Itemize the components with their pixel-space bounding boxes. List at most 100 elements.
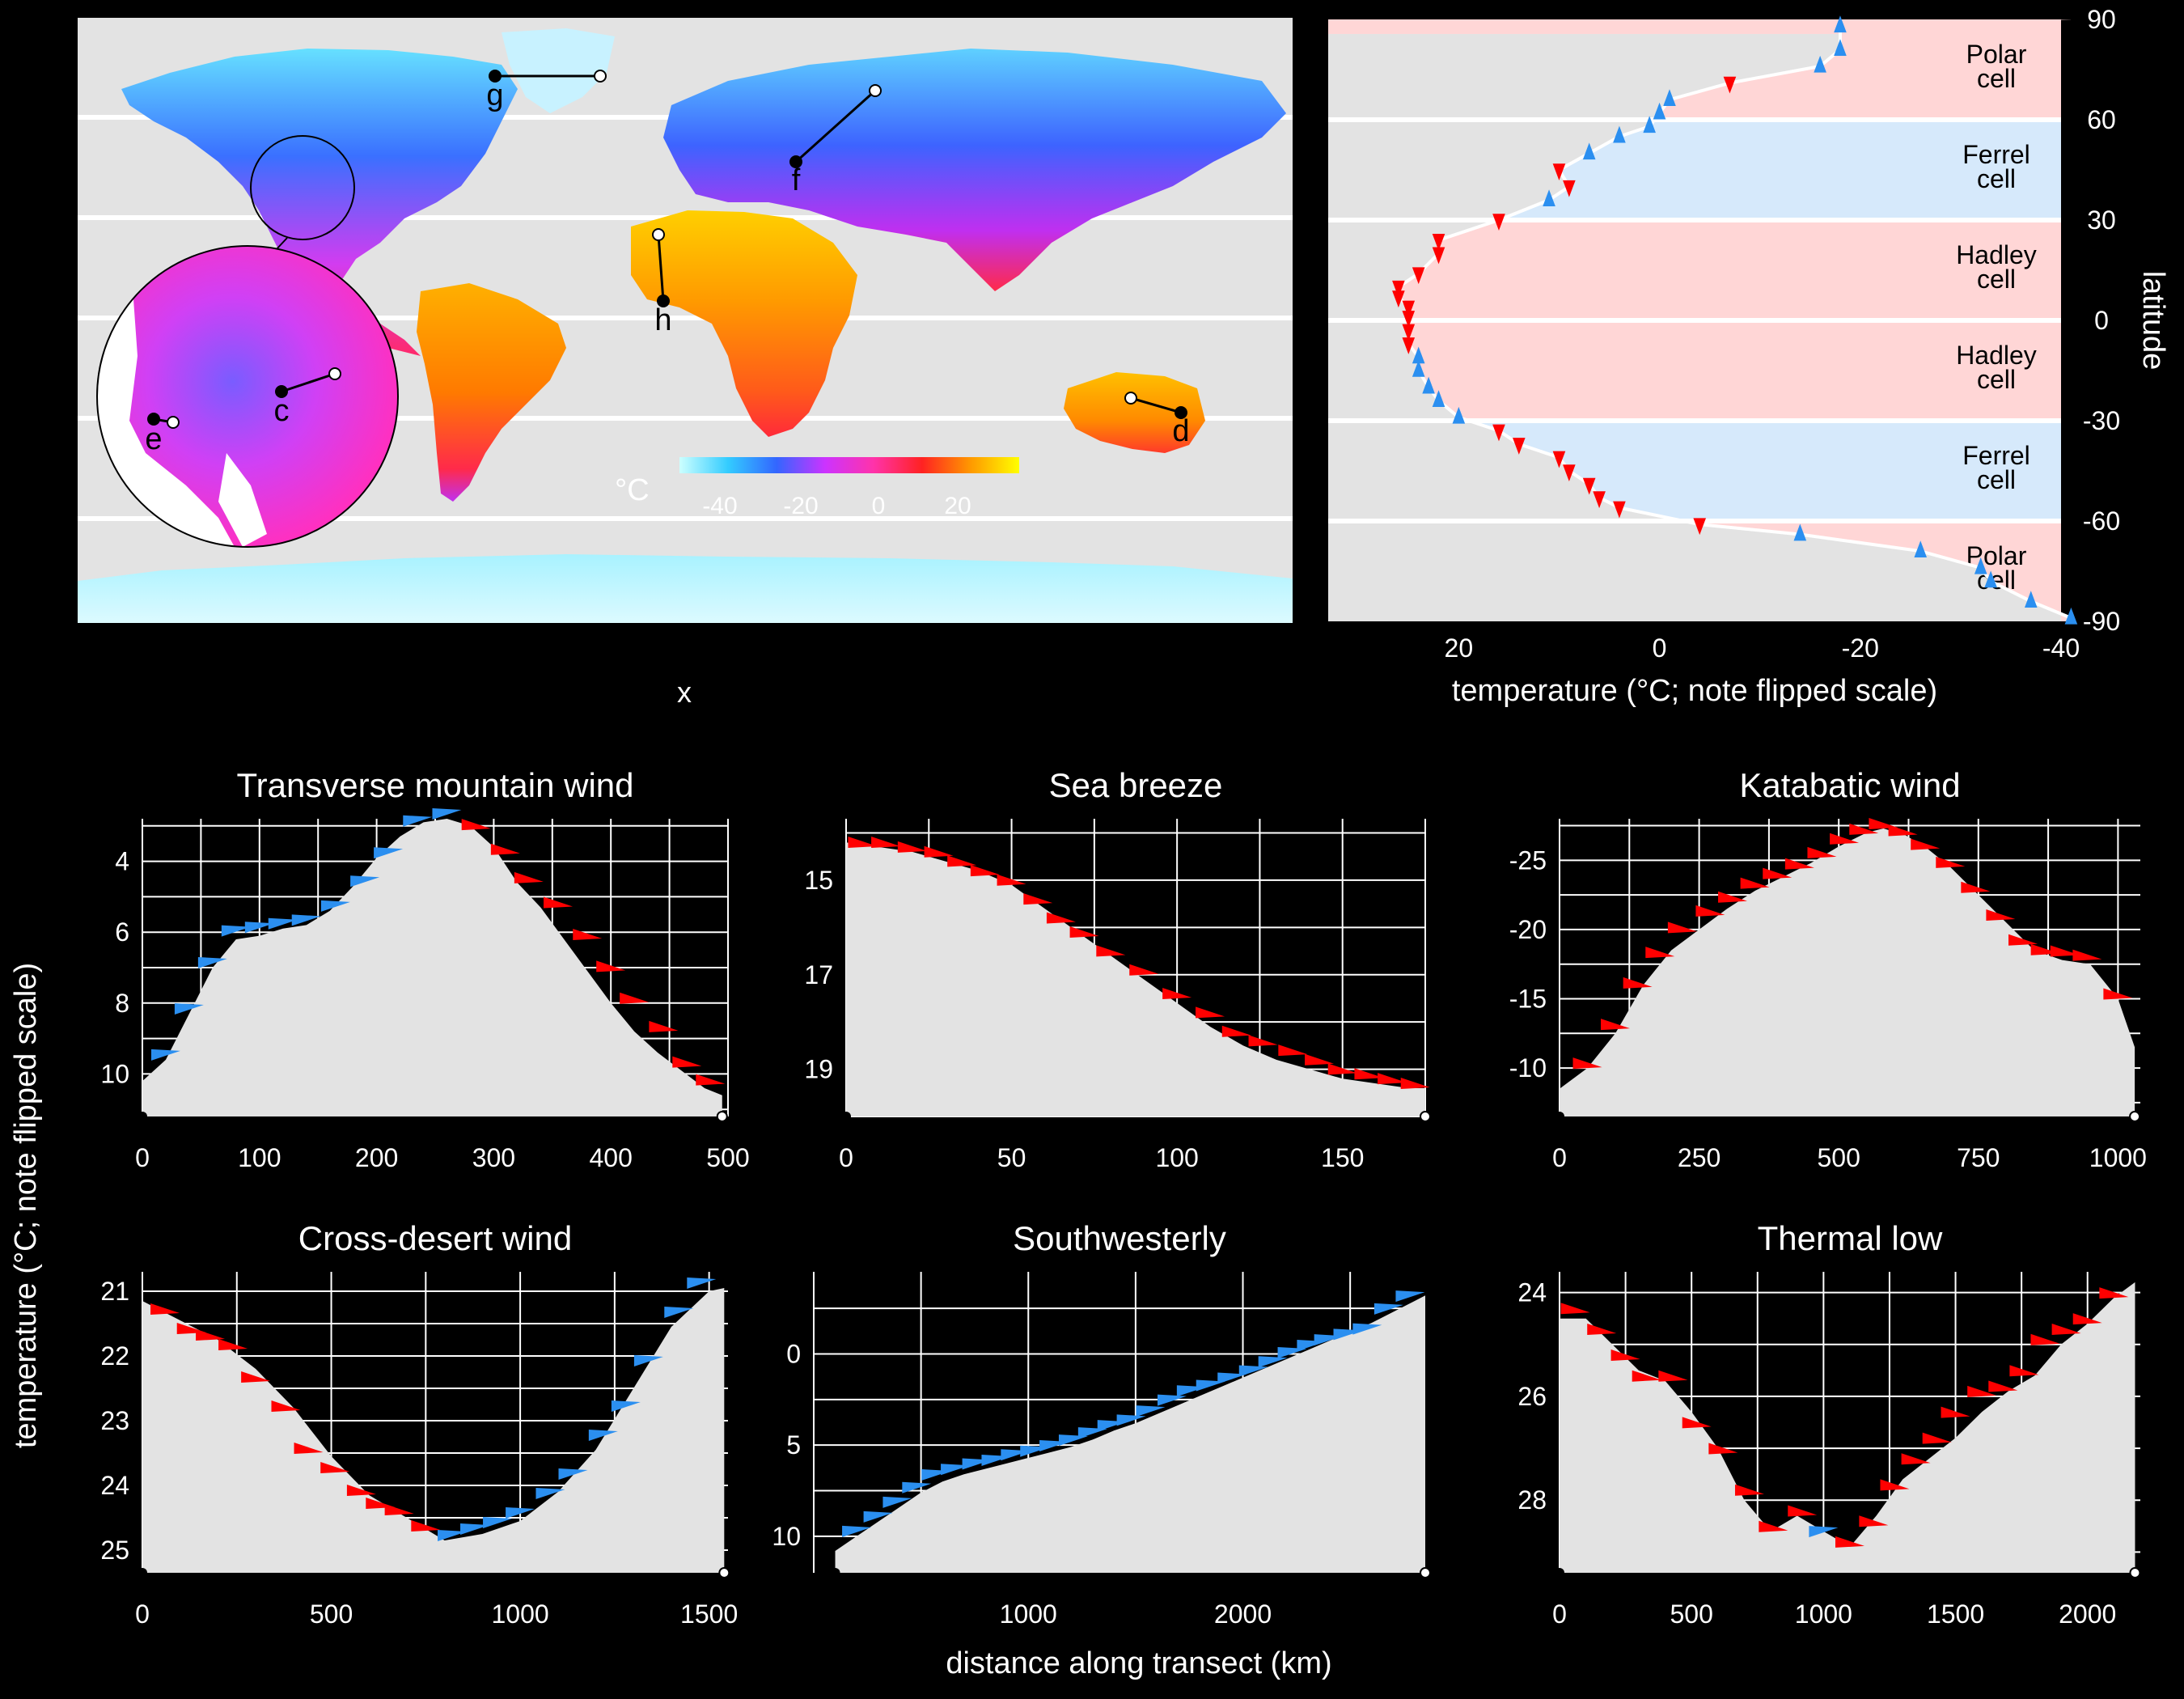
zoom-inset — [96, 135, 399, 548]
legend-unit: °C — [615, 473, 650, 507]
wind-marker — [924, 845, 954, 858]
wind-marker — [696, 1074, 726, 1086]
wind-direction-marker — [1974, 557, 1987, 574]
latitude-temperature-panel: Polar cell Ferrel cell Hadley cell Hadley cell F… — [1328, 5, 2170, 708]
panel-title: Sea breeze — [1049, 766, 1223, 804]
wind-marker — [346, 1485, 376, 1496]
wind-marker — [672, 1056, 702, 1068]
wind-marker — [1327, 1063, 1357, 1075]
wind-marker — [1901, 1453, 1931, 1465]
greenland — [502, 28, 615, 113]
wind-direction-marker — [1984, 570, 1997, 588]
latitude-x-tick: -40 — [2042, 633, 2080, 663]
legend-tick-label: -20 — [783, 493, 818, 519]
wind-marker — [1830, 833, 1860, 845]
transect-label: c — [274, 394, 290, 428]
wind-marker — [1610, 1349, 1640, 1362]
wind-direction-marker — [1402, 337, 1416, 354]
wind-marker — [687, 1277, 717, 1289]
wind-marker — [997, 874, 1026, 886]
wind-marker — [403, 815, 433, 827]
x-tick-label: 1000 — [2089, 1143, 2147, 1172]
wind-marker — [1807, 846, 1837, 858]
x-tick-label: 100 — [1155, 1143, 1198, 1172]
zoom-circle — [96, 245, 399, 548]
transect-panel: Transverse mountain wind 0 100 200 300 400 500… — [100, 766, 749, 1172]
wind-marker — [150, 1049, 180, 1061]
wind-marker — [649, 1020, 679, 1032]
transect-line — [657, 234, 665, 302]
latitude-y-tick: 0 — [2094, 306, 2109, 335]
wind-marker — [1373, 1303, 1403, 1315]
transect-start-point — [1175, 406, 1187, 419]
wind-direction-marker — [2064, 607, 2078, 625]
wind-direction-marker — [1392, 290, 1405, 308]
wind-direction-marker — [1402, 311, 1416, 328]
wind-direction-marker — [1834, 15, 1847, 33]
x-tick-label: 1000 — [1795, 1599, 1852, 1629]
wind-marker — [633, 1355, 663, 1366]
wind-marker — [514, 871, 544, 883]
wind-marker — [1400, 1077, 1430, 1089]
wind-marker — [863, 1510, 893, 1523]
wind-marker — [1623, 977, 1653, 989]
latitude-y-tick: -90 — [2083, 607, 2120, 636]
wind-marker — [611, 1400, 641, 1412]
latitude-y-tick: 30 — [2087, 205, 2116, 235]
x-tick-label: 100 — [238, 1143, 281, 1172]
latitude-x-tick: -20 — [1842, 633, 1879, 663]
transect-line — [1130, 396, 1182, 414]
wind-marker — [1936, 856, 1966, 868]
wind-marker — [902, 1481, 932, 1494]
wind-marker — [384, 1504, 414, 1515]
wind-direction-marker — [1914, 540, 1928, 557]
wind-marker — [438, 1530, 468, 1541]
cell-label: Polar cell — [1966, 40, 2027, 93]
wind-marker — [1378, 1073, 1407, 1085]
x-tick-label: 0 — [1552, 1143, 1567, 1172]
cell-band — [1468, 421, 2061, 521]
world-temperature-map: g f h d c e °C -40 -20 0 20 x — [78, 18, 1293, 709]
wind-marker — [271, 1400, 301, 1412]
wind-direction-marker — [1452, 406, 1466, 424]
latitude-x-tick: 0 — [1653, 633, 1667, 663]
wind-marker — [2050, 945, 2080, 957]
transect-start-point — [275, 385, 288, 398]
wind-direction-marker — [1513, 438, 1526, 455]
wind-marker — [573, 928, 603, 940]
wind-marker — [1809, 1526, 1839, 1538]
y-tick-label: 28 — [1517, 1485, 1547, 1515]
transect-start-dot — [138, 1568, 147, 1578]
wind-marker — [483, 1517, 513, 1528]
x-tick-label: 200 — [355, 1143, 398, 1172]
wind-marker — [1941, 1406, 1970, 1418]
wind-marker — [1352, 1323, 1382, 1335]
wind-marker — [970, 865, 1000, 877]
x-tick-label: 0 — [135, 1143, 150, 1172]
wind-marker — [1632, 1370, 1661, 1382]
transect-end-point — [594, 70, 607, 83]
x-tick-label: 0 — [1552, 1599, 1567, 1629]
eurasia — [663, 49, 1286, 291]
cell-label: Ferrel cell — [1962, 140, 2030, 193]
latitude-y-label: latitude — [2136, 271, 2170, 371]
wind-marker — [1682, 1417, 1712, 1429]
wind-marker — [2103, 988, 2133, 1000]
wind-direction-marker — [1432, 390, 1445, 407]
wind-direction-marker — [1613, 125, 1626, 143]
wind-direction-marker — [1593, 491, 1606, 509]
x-tick-label: 750 — [1957, 1143, 2000, 1172]
cell-band — [1498, 120, 2061, 220]
wind-marker — [2051, 1323, 2081, 1335]
wind-marker — [1196, 1006, 1225, 1019]
cell-label: Polar cell — [1966, 541, 2027, 595]
x-tick-label: 1000 — [1000, 1599, 1057, 1629]
y-tick-label: 19 — [804, 1055, 833, 1084]
transect-label: f — [792, 163, 801, 197]
x-tick-label: 1500 — [1927, 1599, 1984, 1629]
australia — [1064, 372, 1205, 453]
wind-marker — [490, 843, 520, 855]
cell-label: Hadley cell — [1956, 240, 2037, 294]
x-tick-label: 2000 — [1214, 1599, 1272, 1629]
wind-marker — [244, 922, 274, 934]
